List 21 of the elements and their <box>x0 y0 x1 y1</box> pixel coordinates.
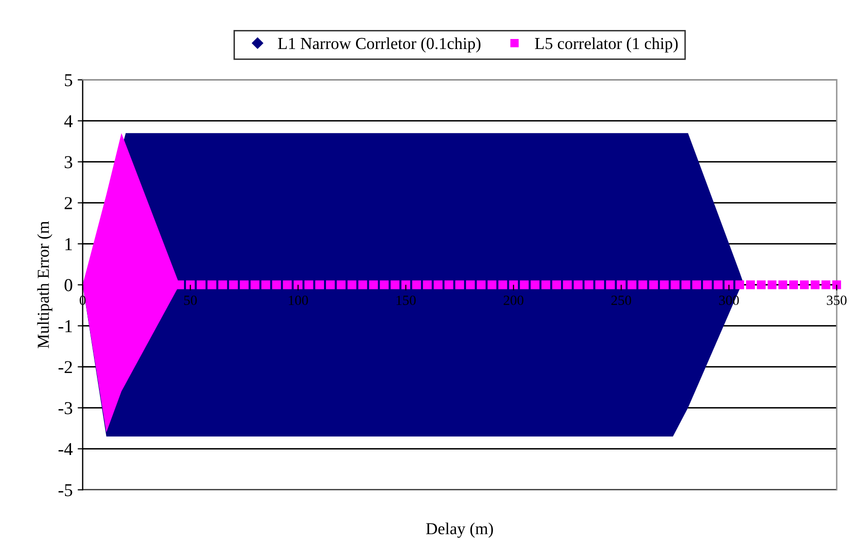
x-tick-label: 200 <box>504 296 524 305</box>
x-tick-label: 50 <box>184 296 197 305</box>
legend-label: L5 correlator (1 chip) <box>534 37 678 53</box>
x-tick-label: 150 <box>396 296 416 305</box>
y-tick-label: 0 <box>64 279 72 292</box>
y-tick-label: -2 <box>58 361 72 374</box>
y-axis-title: Multipath Error (m <box>37 221 52 348</box>
y-tick-label: 3 <box>64 156 72 168</box>
y-tick-label: 5 <box>64 74 72 86</box>
y-tick-label: 2 <box>64 197 72 210</box>
y-tick-label: 4 <box>64 115 73 128</box>
x-tick-label: 350 <box>826 296 847 305</box>
x-tick-label: 250 <box>611 296 632 305</box>
x-tick-label: 100 <box>288 296 308 305</box>
y-tick-label: -4 <box>58 443 73 456</box>
y-tick-label: -1 <box>58 320 72 332</box>
x-axis-title: Delay (m) <box>426 522 493 538</box>
legend-label: L1 Narrow Corrletor (0.1chip) <box>278 37 480 53</box>
y-tick-label: -5 <box>58 484 72 496</box>
y-tick-label: 1 <box>65 238 72 250</box>
y-tick-label: -3 <box>58 402 72 414</box>
